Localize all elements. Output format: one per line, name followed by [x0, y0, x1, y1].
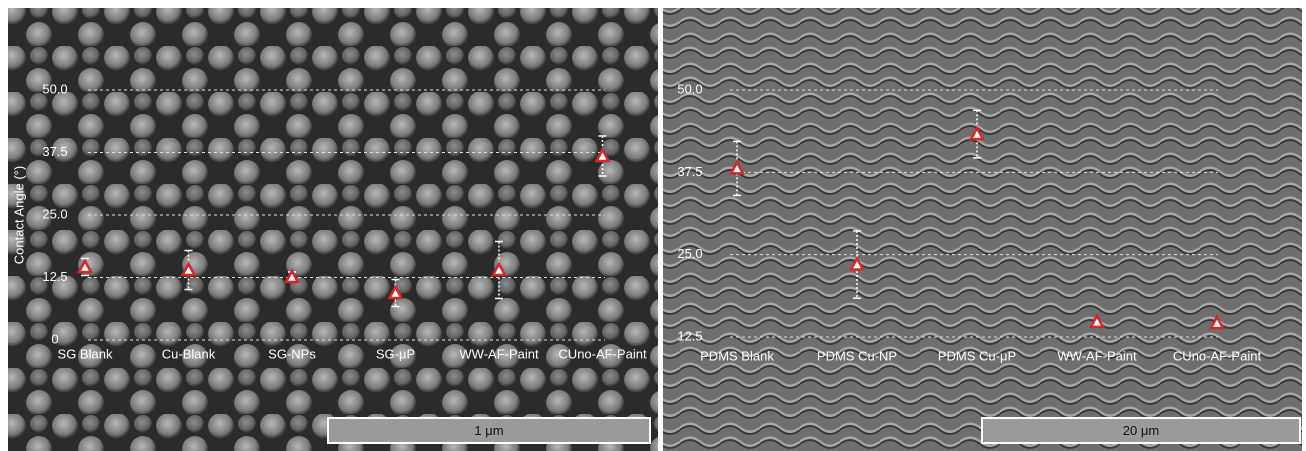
- y-tick-label: 37.5: [42, 144, 67, 159]
- x-tick-label: CUno-AF-Paint: [1173, 348, 1262, 363]
- scale-bar-label: 1 μm: [474, 423, 503, 438]
- x-tick-label: WW-AF-Paint: [459, 346, 539, 361]
- sem-background: [663, 8, 1302, 451]
- y-tick-label: 12.5: [677, 328, 702, 343]
- x-tick-label: SG-μP: [376, 346, 415, 361]
- scale-bar-label: 20 μm: [1123, 423, 1159, 438]
- figure: 0 12.5 25.0 37.5 50.0 Contact Angle (°) SG Bla…: [0, 0, 1306, 451]
- x-tick-label: WW-AF-Paint: [1057, 348, 1137, 363]
- y-axis-label: Contact Angle (°): [11, 166, 26, 264]
- y-tick-label: 25.0: [677, 246, 702, 261]
- x-tick-label: Cu-Blank: [162, 346, 216, 361]
- x-tick-label: SG-NPs: [268, 346, 316, 361]
- y-tick-label: 12.5: [42, 269, 67, 284]
- y-tick-label: 50.0: [42, 81, 67, 96]
- x-tick-label: SG Blank: [58, 346, 113, 361]
- y-tick-label: 0: [51, 331, 58, 346]
- y-tick-label: 50.0: [677, 81, 702, 96]
- x-tick-label: CUno-AF-Paint: [558, 346, 647, 361]
- y-tick-label: 25.0: [42, 206, 67, 221]
- sem-background: [8, 8, 658, 451]
- x-tick-label: PDMS Cu-NP: [817, 348, 897, 363]
- x-tick-label: PDMS Blank: [700, 348, 774, 363]
- x-tick-label: PDMS Cu-μP: [938, 348, 1016, 363]
- y-tick-label: 37.5: [677, 164, 702, 179]
